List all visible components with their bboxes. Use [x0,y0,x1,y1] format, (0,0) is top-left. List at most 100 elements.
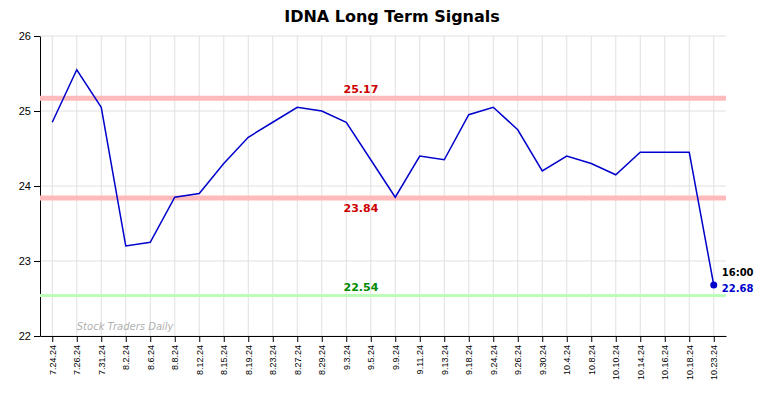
tick-label: 7.24.24 [48,345,58,375]
tick-label: 9.9.24 [391,345,401,370]
tick-mark [101,336,102,342]
tick-mark [444,336,445,342]
tick-mark [224,336,225,342]
reference-label: 22.54 [344,281,379,294]
tick-mark [616,336,617,342]
tick-label: 8.6.24 [146,345,156,370]
annotation: 16:00 [722,267,754,278]
tick-label: 9.26.24 [513,345,523,375]
title: IDNA Long Term Signals [284,7,500,26]
tick: 26 [19,30,40,42]
tick: 8.12.24 [195,336,205,375]
tick: 10.10.24 [611,336,621,380]
tick-mark [640,336,641,342]
tick: 10.4.24 [562,336,572,375]
grid-line [591,36,592,336]
tick-label: 23 [19,255,31,267]
tick-mark [371,336,372,342]
tick-label: 8.19.24 [244,345,254,375]
tick: 10.18.24 [685,336,695,380]
tick: 10.8.24 [587,336,597,375]
tick-mark [714,336,715,342]
grid-line [40,111,726,112]
tick: 9.13.24 [440,336,450,375]
tick: 24 [19,180,40,192]
tick: 23 [19,255,40,267]
tick-mark [469,336,470,342]
reference-label: 25.17 [344,83,379,96]
tick: 25 [19,105,40,117]
tick-mark [395,336,396,342]
grid-line [444,36,445,336]
grid-line [174,36,175,336]
grid-line [493,36,494,336]
grid-line [76,36,77,336]
tick: 8.19.24 [244,336,254,375]
tick: 9.18.24 [464,336,474,375]
grid-line [517,36,518,336]
tick: 9.26.24 [513,336,523,375]
tick-label: 8.15.24 [219,345,229,375]
tick-label: 8.8.24 [170,345,180,370]
tick: 10.16.24 [660,336,670,380]
tick-mark [34,36,40,37]
tick-mark [34,186,40,187]
watermark: Stock Traders Daily [77,321,175,332]
grid-line [542,36,543,336]
grid-line [52,36,53,336]
grid-line [615,36,616,336]
tick-label: 10.23.24 [709,345,719,380]
tick-label: 8.2.24 [121,345,131,370]
tick-label: 26 [19,30,31,42]
tick-label: 8.29.24 [317,345,327,375]
y-axis: 22 23 24 25 26 [19,30,41,342]
reference-label: 23.84 [344,202,379,215]
tick: 8.29.24 [317,336,327,375]
grid-line [395,36,396,336]
grid-line [566,36,567,336]
tick-label: 25 [19,105,31,117]
chart: IDNA Long Term Signals 7.24.24 7.26.24 7.31… [0,0,784,398]
grid-line [468,36,469,336]
grid-line [419,36,420,336]
tick-mark [34,261,40,262]
tick-mark [199,336,200,342]
tick-label: 10.4.24 [562,345,572,375]
tick: 9.9.24 [391,336,401,370]
last-point [710,282,717,289]
tick-mark [518,336,519,342]
tick: 8.6.24 [146,336,156,370]
tick: 8.2.24 [121,336,131,370]
tick-label: 10.14.24 [636,345,646,380]
tick: 22 [19,330,40,342]
grid-line [101,36,102,336]
tick: 8.27.24 [293,336,303,375]
tick: 8.15.24 [219,336,229,375]
tick-label: 7.31.24 [97,345,107,375]
x-axis: 7.24.24 7.26.24 7.31.24 8.2.24 8.6.24 8.8.24 8… [41,336,727,380]
tick-label: 10.18.24 [685,345,695,380]
grid-line [150,36,151,336]
grid-line [248,36,249,336]
grid-line [223,36,224,336]
tick: 9.5.24 [366,336,376,370]
tick-mark [420,336,421,342]
grid-line [713,36,714,336]
grid [40,36,726,336]
grid-line [321,36,322,336]
grid-line [125,36,126,336]
reference-line [40,96,726,101]
tick-mark [346,336,347,342]
tick-label: 10.10.24 [611,345,621,380]
tick-label: 10.16.24 [660,345,670,380]
tick-mark [322,336,323,342]
annotation: 22.68 [722,283,754,294]
tick: 7.26.24 [72,336,82,375]
plot: 7.24.24 7.26.24 7.31.24 8.2.24 8.6.24 8.8.24 8… [19,30,754,380]
tick-mark [273,336,274,342]
tick-label: 9.18.24 [464,345,474,375]
grid-line [689,36,690,336]
marks [40,70,726,296]
tick-mark [493,336,494,342]
tick-label: 8.27.24 [293,345,303,375]
